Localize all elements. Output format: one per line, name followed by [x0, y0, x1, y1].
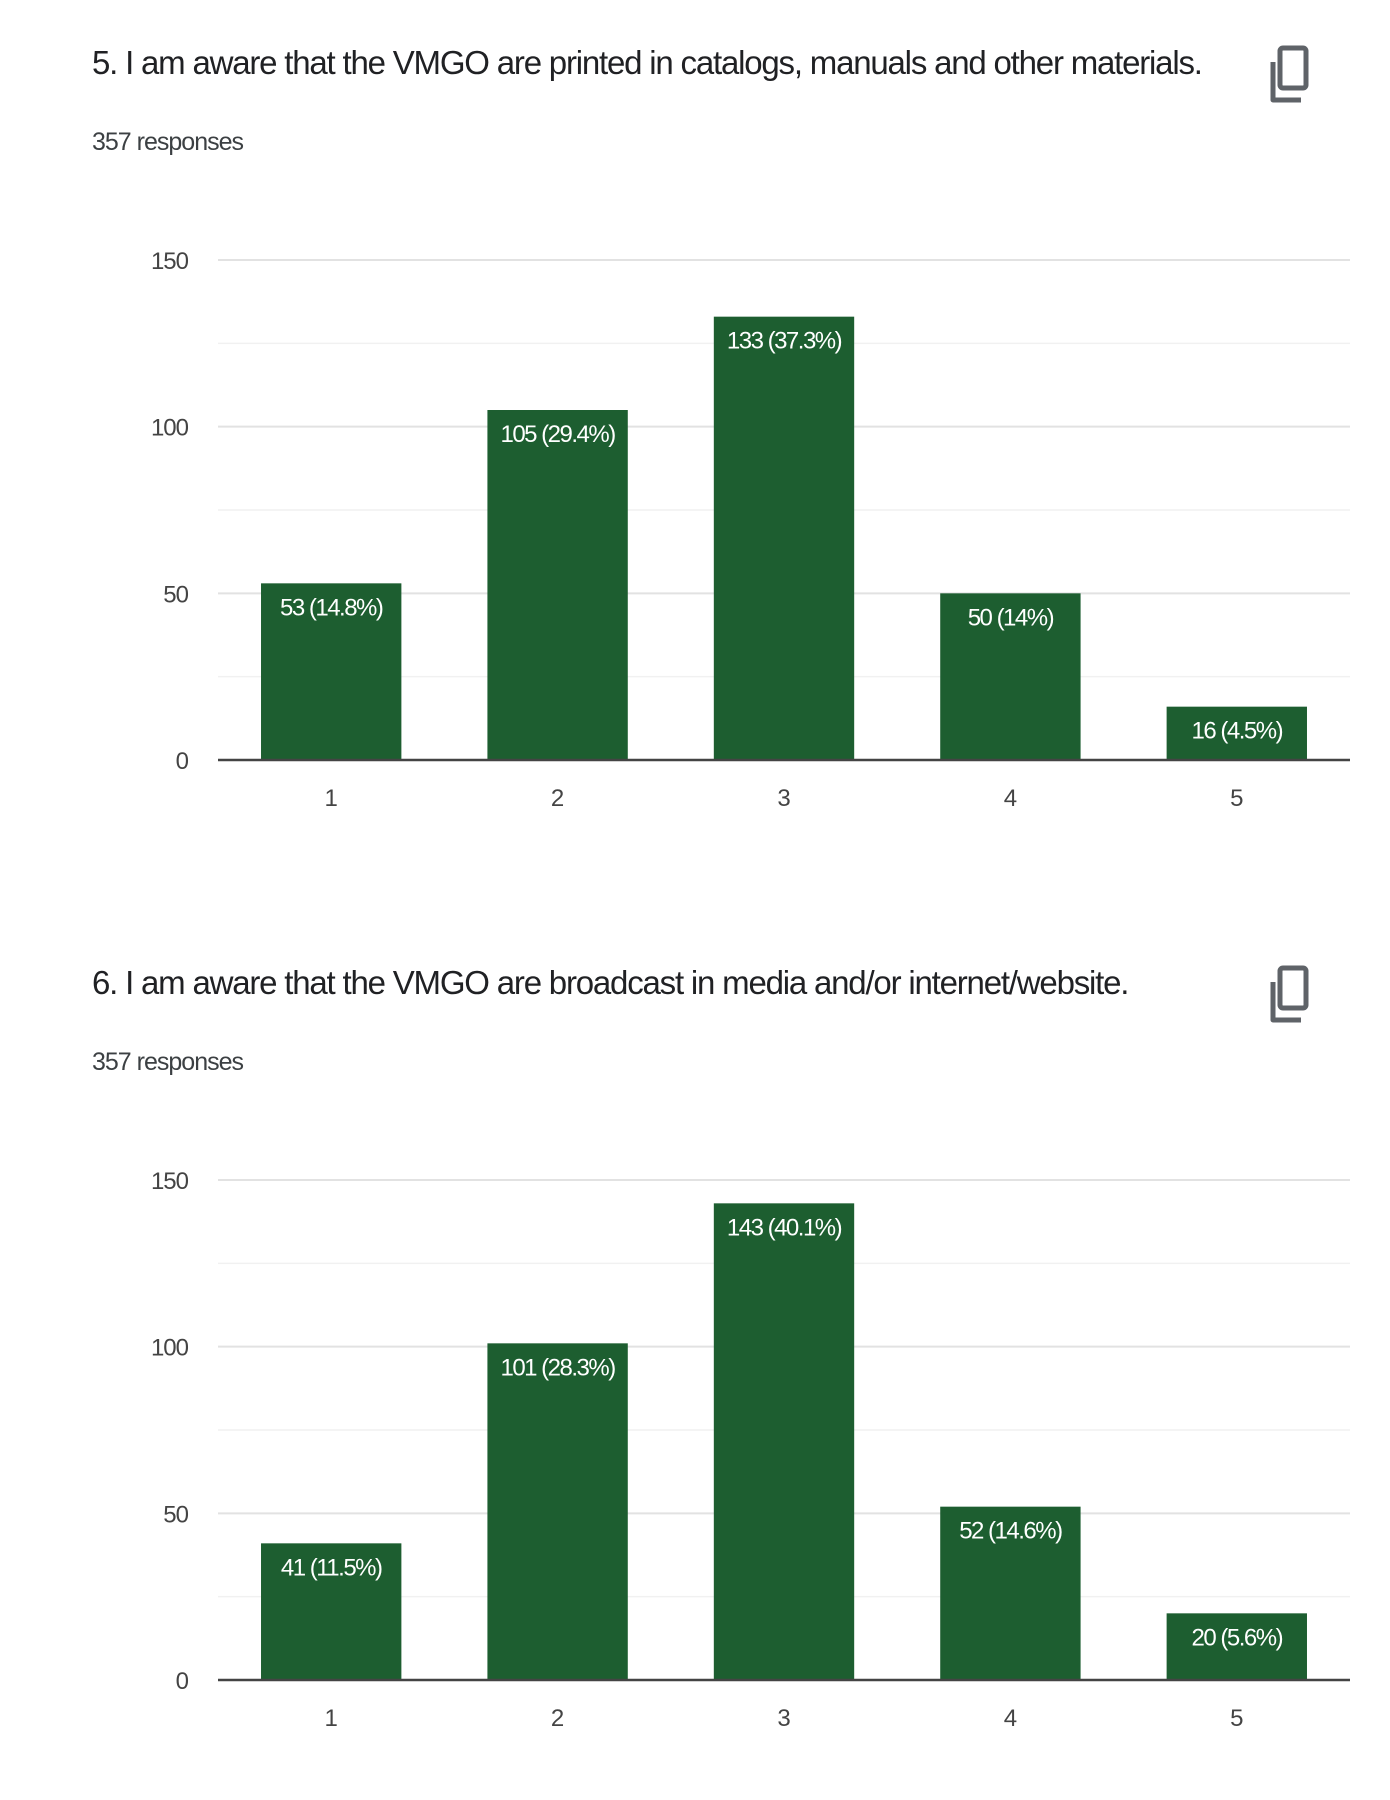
x-tick-label: 4: [1004, 785, 1017, 812]
x-tick-label: 4: [1004, 1705, 1017, 1732]
x-tick-label: 1: [325, 1705, 338, 1732]
bar: [261, 1543, 402, 1680]
bar: [713, 1203, 855, 1680]
bar-chart-svg: 0 50 100 150 41 (11.5%) 1 101 (28.3%) 2 143 (40.…: [151, 1168, 1350, 1732]
data-label: 20 (5.6%): [1192, 1624, 1283, 1651]
copy-icon[interactable]: [1268, 964, 1312, 1028]
data-label: 50 (14%): [968, 604, 1054, 631]
response-count: 357 responses: [92, 1048, 244, 1076]
data-label: 53 (14.8%): [280, 594, 383, 621]
bar: [940, 1506, 1081, 1680]
question-title: 6. I am aware that the VMGO are broadcas…: [92, 964, 1129, 1001]
y-tick-label: 150: [151, 1168, 189, 1195]
x-tick-label: 2: [551, 1705, 564, 1732]
y-tick-label: 0: [176, 1668, 189, 1695]
data-label: 101 (28.3%): [500, 1354, 615, 1381]
bar: [261, 583, 402, 760]
bar-chart: 0 50 100 150 41 (11.5%) 1 101 (28.3%) 2 143 (40.…: [130, 1150, 1360, 1765]
y-tick-label: 100: [151, 415, 189, 442]
bar-chart: 0 50 100 150 53 (14.8%) 1 105 (29.4%) 2 133 (37.…: [130, 230, 1360, 845]
data-label: 41 (11.5%): [281, 1554, 382, 1581]
bar-chart-svg: 0 50 100 150 53 (14.8%) 1 105 (29.4%) 2 133 (37.…: [151, 248, 1350, 812]
bar: [487, 1343, 628, 1680]
y-tick-label: 0: [176, 748, 189, 775]
data-label: 16 (4.5%): [1192, 718, 1283, 745]
response-count: 357 responses: [92, 128, 244, 156]
bar: [940, 593, 1081, 760]
data-label: 143 (40.1%): [727, 1214, 842, 1241]
question-card-6: 6. I am aware that the VMGO are broadcas…: [0, 920, 1390, 1800]
y-tick-label: 150: [151, 248, 189, 275]
bar: [487, 410, 628, 760]
x-tick-label: 5: [1230, 1705, 1243, 1732]
data-label: 105 (29.4%): [500, 421, 615, 448]
data-label: 133 (37.3%): [727, 328, 842, 355]
x-tick-label: 3: [777, 1705, 790, 1732]
y-tick-label: 100: [151, 1335, 189, 1362]
x-tick-label: 3: [777, 785, 790, 812]
question-title: 5. I am aware that the VMGO are printed …: [92, 44, 1203, 81]
bar: [1166, 1613, 1307, 1680]
y-tick-label: 50: [163, 1501, 188, 1528]
copy-icon[interactable]: [1268, 44, 1312, 108]
x-tick-label: 1: [325, 785, 338, 812]
question-card-5: 5. I am aware that the VMGO are printed …: [0, 0, 1390, 880]
y-tick-label: 50: [163, 581, 188, 608]
bar: [713, 316, 855, 760]
data-label: 52 (14.6%): [959, 1518, 1062, 1545]
bar: [1166, 706, 1307, 760]
x-tick-label: 5: [1230, 785, 1243, 812]
x-tick-label: 2: [551, 785, 564, 812]
